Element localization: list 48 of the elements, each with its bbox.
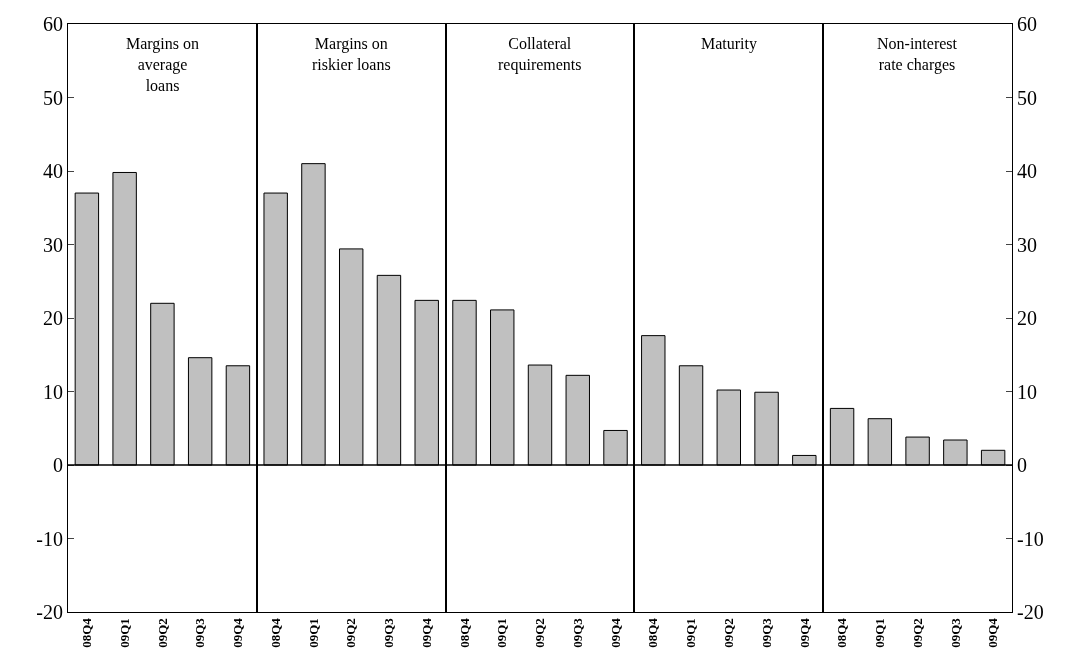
x-tick-label: 09Q1: [872, 618, 888, 648]
x-tick-label: 09Q1: [116, 618, 132, 648]
x-tick-label: 09Q2: [721, 618, 737, 648]
y2-tick-label: 50: [1017, 86, 1037, 109]
y-tick-label: 0: [53, 454, 63, 476]
x-tick-label: 09Q3: [758, 617, 774, 648]
x-tick-label: 08Q4: [79, 617, 95, 648]
x-tick-label: 09Q2: [154, 618, 170, 648]
x-tick-label: 09Q4: [607, 617, 623, 648]
x-tick-label: 09Q1: [683, 618, 699, 648]
y2-tick-label: -20: [1017, 601, 1044, 623]
y-tick-label: -10: [36, 527, 63, 550]
x-tick-label: 08Q4: [834, 617, 850, 648]
y-tick-label: 10: [43, 380, 63, 403]
y-tick-label: 50: [43, 86, 63, 109]
x-tick-label: 09Q3: [569, 617, 585, 648]
y2-tick-label: 10: [1017, 380, 1037, 403]
y2-tick-label: 30: [1017, 233, 1037, 256]
y2-tick-label: 20: [1017, 307, 1037, 329]
text: Collateral requirements: [498, 35, 582, 74]
x-tick-label: 08Q4: [456, 617, 472, 648]
x-tick-label: 09Q2: [909, 618, 925, 648]
x-tick-label: 09Q3: [192, 617, 208, 648]
x-tick-label: 09Q4: [985, 617, 1001, 648]
y-tick-label: 30: [43, 233, 63, 256]
x-tick-label: 09Q4: [230, 617, 246, 648]
x-tick-label: 09Q1: [305, 618, 321, 648]
y2-tick-label: 60: [1017, 13, 1037, 35]
y2-tick-label: 40: [1017, 160, 1037, 182]
text: Margins on riskier loans: [312, 35, 391, 73]
x-tick-label: 09Q4: [796, 617, 812, 648]
text: Maturity: [701, 35, 757, 53]
x-tick-label: 08Q4: [645, 617, 661, 648]
x-tick-label: 09Q2: [532, 618, 548, 648]
x-tick-label: 09Q3: [947, 617, 963, 648]
x-tick-label: 08Q4: [267, 617, 283, 648]
x-tick-label: 09Q4: [418, 617, 434, 648]
y-tick-label: -20: [36, 601, 63, 623]
x-tick-label: 09Q2: [343, 618, 359, 648]
x-tick-label: 09Q1: [494, 618, 510, 648]
y-tick-label: 40: [43, 160, 63, 182]
text: Margins on average loans: [126, 35, 200, 94]
text: Non-interest rate charges: [877, 35, 958, 74]
y-tick-label: 20: [43, 307, 63, 329]
y-tick-label: 60: [43, 13, 63, 35]
y2-tick-label: 0: [1017, 454, 1027, 476]
y2-tick-label: -10: [1017, 527, 1044, 550]
x-tick-label: 09Q3: [381, 617, 397, 648]
